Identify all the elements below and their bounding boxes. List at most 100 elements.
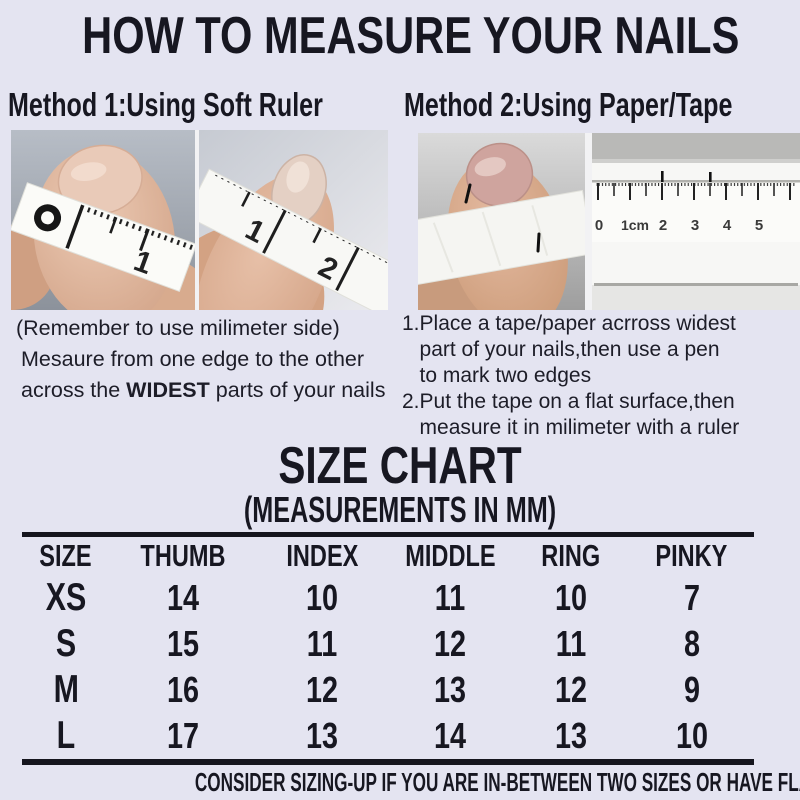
column-header-ring: RING <box>541 538 601 573</box>
soft-ruler-band: 1 2 <box>199 168 388 310</box>
ruler-on-paper-illustration: 0 1cm 2 3 4 5 <box>592 133 800 310</box>
size-label: L <box>56 714 76 757</box>
table-row-xs: XS 14 10 11 10 7 <box>22 575 754 621</box>
step-text: Put the tape on a flat surface,then meas… <box>420 389 800 441</box>
note-line: Mesaure from one edge to the other <box>21 347 365 371</box>
column-header-pinky: PINKY <box>655 538 728 573</box>
size-label: S <box>55 622 77 665</box>
step-text: Place a tape/paper acrross widest part o… <box>420 311 800 389</box>
step-item: 2. Put the tape on a flat surface,then m… <box>402 389 800 441</box>
size-label: M <box>53 668 79 711</box>
step-line: Put the tape on a flat surface,then <box>419 390 735 413</box>
size-label: XS <box>45 576 87 619</box>
step-line: Place a tape/paper acrross widest <box>419 312 736 335</box>
millimeter-ticks <box>207 173 388 278</box>
millimeter-ticks <box>81 205 194 256</box>
note-line: across the WIDEST parts of your nails <box>16 375 398 406</box>
column-header-thumb: THUMB <box>140 538 226 573</box>
nail-highlight <box>70 162 107 182</box>
pen-mark-right <box>536 232 541 253</box>
thumb-paper-tape-illustration <box>418 133 585 310</box>
pen-mark-left <box>464 183 472 204</box>
thumb-soft-ruler-front-illustration: 1 <box>11 130 195 310</box>
measurement-value: 13 <box>554 715 587 756</box>
size-chart-heading: SIZE CHART <box>0 436 800 496</box>
photo-ruler-on-paper: 0 1cm 2 3 4 5 <box>592 133 800 310</box>
size-chart-heading-text: SIZE CHART <box>278 437 522 495</box>
measurement-value: 12 <box>554 669 587 710</box>
photo-divider <box>585 133 592 310</box>
method2-heading-text: Method 2:Using Paper/Tape <box>404 86 733 123</box>
size-chart-subheading-text: (MEASUREMENTS IN MM) <box>243 489 557 530</box>
column-header-middle: MIDDLE <box>405 538 496 573</box>
millimeter-ticks <box>596 183 796 192</box>
photo-thumb-soft-ruler-side: 1 2 <box>199 130 388 310</box>
measurement-value: 15 <box>167 623 200 664</box>
paper-bottom-edge <box>594 283 798 286</box>
step-number: 1. <box>402 312 420 335</box>
note-line-bold: WIDEST <box>126 378 210 402</box>
note-line: (Remember to use milimeter side) <box>16 316 340 340</box>
page-title-text: HOW TO MEASURE YOUR NAILS <box>82 7 740 65</box>
measurement-value: 11 <box>555 623 587 664</box>
measurement-value: 8 <box>683 623 700 664</box>
pen-mark-left <box>661 171 664 182</box>
cm-tick <box>139 228 150 252</box>
step-line: measure it in milimeter with a ruler <box>419 416 740 439</box>
size-chart-subheading: (MEASUREMENTS IN MM) <box>0 489 800 531</box>
method1-heading: Method 1:Using Soft Ruler <box>8 86 394 124</box>
size-chart-table: SIZE THUMB INDEX MIDDLE RING PINKY XS 14… <box>22 532 754 765</box>
half-cm-tick <box>312 227 322 244</box>
table-row-m: M 16 12 13 12 9 <box>22 667 754 713</box>
column-header-size: SIZE <box>39 538 93 573</box>
note-line-suffix: parts of your nails <box>209 378 386 402</box>
measurement-value: 13 <box>306 715 339 756</box>
measurement-value: 14 <box>167 577 200 618</box>
ruler-scale-labels: 0 1cm 2 3 4 5 <box>595 217 763 234</box>
measurement-value: 11 <box>306 623 338 664</box>
measurement-value: 12 <box>306 669 339 710</box>
ruler-label: 3 <box>691 217 699 234</box>
measurement-value: 10 <box>675 715 708 756</box>
half-cm-tick <box>109 216 118 234</box>
measurement-value: 10 <box>306 577 339 618</box>
soft-ruler-band: 1 <box>11 182 195 292</box>
step-number: 2. <box>402 390 420 413</box>
ruler-label: 2 <box>659 217 667 234</box>
photo-thumb-soft-ruler-front: 1 <box>11 130 195 310</box>
ruler-label: 0 <box>595 217 603 234</box>
thumb-soft-ruler-side-illustration: 1 2 <box>199 130 388 310</box>
method2-heading: Method 2:Using Paper/Tape <box>404 86 796 124</box>
column-header-index: INDEX <box>286 538 359 573</box>
nail-highlight <box>286 161 310 193</box>
measurement-value: 7 <box>683 577 700 618</box>
half-cm-tick <box>241 191 251 207</box>
step-line: to mark two edges <box>419 364 592 387</box>
measurement-value: 10 <box>554 577 587 618</box>
half-cm-ticks <box>613 183 775 196</box>
measurement-value: 12 <box>434 623 467 664</box>
ruler-label: 4 <box>723 217 732 234</box>
photo-divider <box>195 130 199 310</box>
ruler-label: 1cm <box>621 217 649 233</box>
table-surface <box>592 133 800 161</box>
step-line: part of your nails,then use a pen <box>419 338 720 361</box>
cm-ticks <box>597 183 791 200</box>
cm-line-2 <box>335 246 360 291</box>
note-line-prefix: across the <box>21 378 127 402</box>
measurement-value: 11 <box>434 577 466 618</box>
photo-thumb-paper-tape <box>418 133 585 310</box>
paper-band <box>418 189 585 286</box>
measurement-value: 16 <box>167 669 200 710</box>
table-row-s: S 15 11 12 11 8 <box>22 621 754 667</box>
table-header-row: SIZE THUMB INDEX MIDDLE RING PINKY <box>22 535 754 576</box>
measurement-value: 13 <box>434 669 467 710</box>
measurement-value: 9 <box>683 669 700 710</box>
step-item: 1. Place a tape/paper acrross widest par… <box>402 311 800 389</box>
tape-end-ring <box>34 204 62 232</box>
ruler-label: 5 <box>755 217 763 234</box>
zero-mark-line <box>65 204 85 249</box>
method1-notes: (Remember to use milimeter side) Mesaure… <box>16 313 398 406</box>
table-row-l: L 17 13 14 13 10 <box>22 713 754 762</box>
